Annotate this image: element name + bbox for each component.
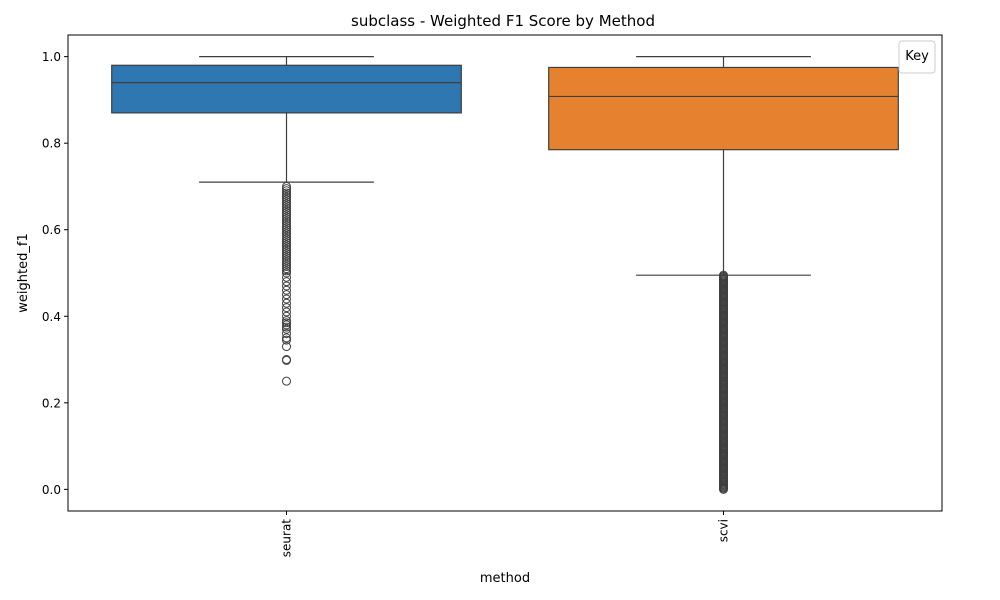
outlier-point bbox=[282, 249, 291, 259]
x-axis-label: method bbox=[480, 571, 530, 586]
box-scvi bbox=[548, 56, 899, 494]
outlier-point bbox=[282, 212, 291, 222]
outlier-point bbox=[282, 199, 291, 209]
y-tick-label: 0.8 bbox=[42, 137, 61, 151]
y-axis-label: weighted_f1 bbox=[16, 233, 31, 312]
y-tick-label: 0.0 bbox=[42, 483, 61, 497]
outlier-point bbox=[282, 333, 291, 343]
outlier-point bbox=[282, 242, 291, 252]
y-axis: 0.0 0.2 0.4 0.6 0.8 1.0 bbox=[42, 50, 68, 497]
outlier-point bbox=[282, 184, 291, 194]
outlier-point bbox=[282, 238, 291, 248]
outlier-point bbox=[282, 233, 291, 243]
legend-title: Key bbox=[905, 49, 929, 64]
outlier-point bbox=[282, 329, 291, 339]
outlier-point bbox=[282, 227, 291, 237]
outlier-point bbox=[282, 322, 291, 332]
outlier-point bbox=[282, 190, 291, 200]
outlier-point bbox=[282, 207, 291, 217]
outlier-point bbox=[282, 266, 291, 276]
outlier-point bbox=[282, 272, 291, 282]
outlier-point bbox=[282, 285, 291, 295]
x-axis: seurat scvi bbox=[280, 511, 731, 557]
outlier-point bbox=[282, 244, 291, 254]
plot-area bbox=[111, 56, 899, 494]
y-tick-label: 1.0 bbox=[42, 50, 61, 64]
chart-title: subclass - Weighted F1 Score by Method bbox=[351, 12, 655, 30]
outlier-point bbox=[282, 277, 291, 287]
outlier-point bbox=[282, 303, 291, 313]
outlier-point bbox=[282, 294, 291, 304]
x-tick-label: seurat bbox=[280, 519, 294, 558]
outlier-point bbox=[719, 270, 728, 280]
outlier-point bbox=[282, 298, 291, 308]
legend-box bbox=[898, 40, 936, 74]
outlier-point bbox=[282, 290, 291, 300]
outlier-point bbox=[282, 311, 291, 321]
outlier-point bbox=[282, 342, 291, 352]
outlier-point bbox=[282, 307, 291, 317]
outlier-point bbox=[282, 318, 291, 328]
outlier-point bbox=[282, 231, 291, 241]
y-tick-label: 0.4 bbox=[42, 310, 61, 324]
outlier-point bbox=[282, 210, 291, 220]
outlier-point bbox=[282, 281, 291, 291]
outlier-point bbox=[282, 246, 291, 256]
outlier-point bbox=[282, 186, 291, 196]
x-tick-label: scvi bbox=[717, 519, 731, 542]
y-tick-label: 0.6 bbox=[42, 223, 61, 237]
outlier-point bbox=[282, 251, 291, 261]
box-iqr bbox=[548, 66, 899, 151]
outlier-point bbox=[282, 214, 291, 224]
outlier-point bbox=[282, 216, 291, 226]
outlier-point bbox=[282, 229, 291, 239]
legend: Key bbox=[898, 40, 936, 74]
outlier-point bbox=[282, 205, 291, 215]
outlier-point bbox=[282, 218, 291, 228]
outlier-point bbox=[282, 320, 291, 330]
outlier-point bbox=[282, 257, 291, 267]
outlier-point bbox=[282, 203, 291, 213]
outlier-point bbox=[282, 188, 291, 198]
outlier-point bbox=[282, 236, 291, 246]
outlier-point bbox=[282, 316, 291, 326]
outlier-point bbox=[282, 259, 291, 269]
outlier-point bbox=[282, 240, 291, 250]
plot-frame bbox=[67, 34, 943, 512]
outlier-point bbox=[282, 262, 291, 272]
box-iqr bbox=[111, 64, 462, 114]
outlier-point bbox=[282, 192, 291, 202]
outlier-point bbox=[282, 253, 291, 263]
outlier-point bbox=[282, 355, 291, 365]
outlier-point bbox=[282, 264, 291, 274]
outlier-point bbox=[282, 194, 291, 204]
outlier-point bbox=[282, 201, 291, 211]
outlier-point bbox=[282, 255, 291, 265]
outlier-point bbox=[282, 324, 291, 334]
outlier-point bbox=[282, 223, 291, 233]
outlier-point bbox=[282, 220, 291, 230]
y-tick-label: 0.2 bbox=[42, 396, 61, 410]
outlier-point bbox=[282, 181, 291, 191]
outlier-point bbox=[282, 335, 291, 345]
outlier-point bbox=[282, 268, 291, 278]
outlier-point bbox=[282, 225, 291, 235]
box-seurat bbox=[111, 56, 462, 386]
outlier-point bbox=[282, 197, 291, 207]
outlier-point bbox=[282, 376, 291, 386]
